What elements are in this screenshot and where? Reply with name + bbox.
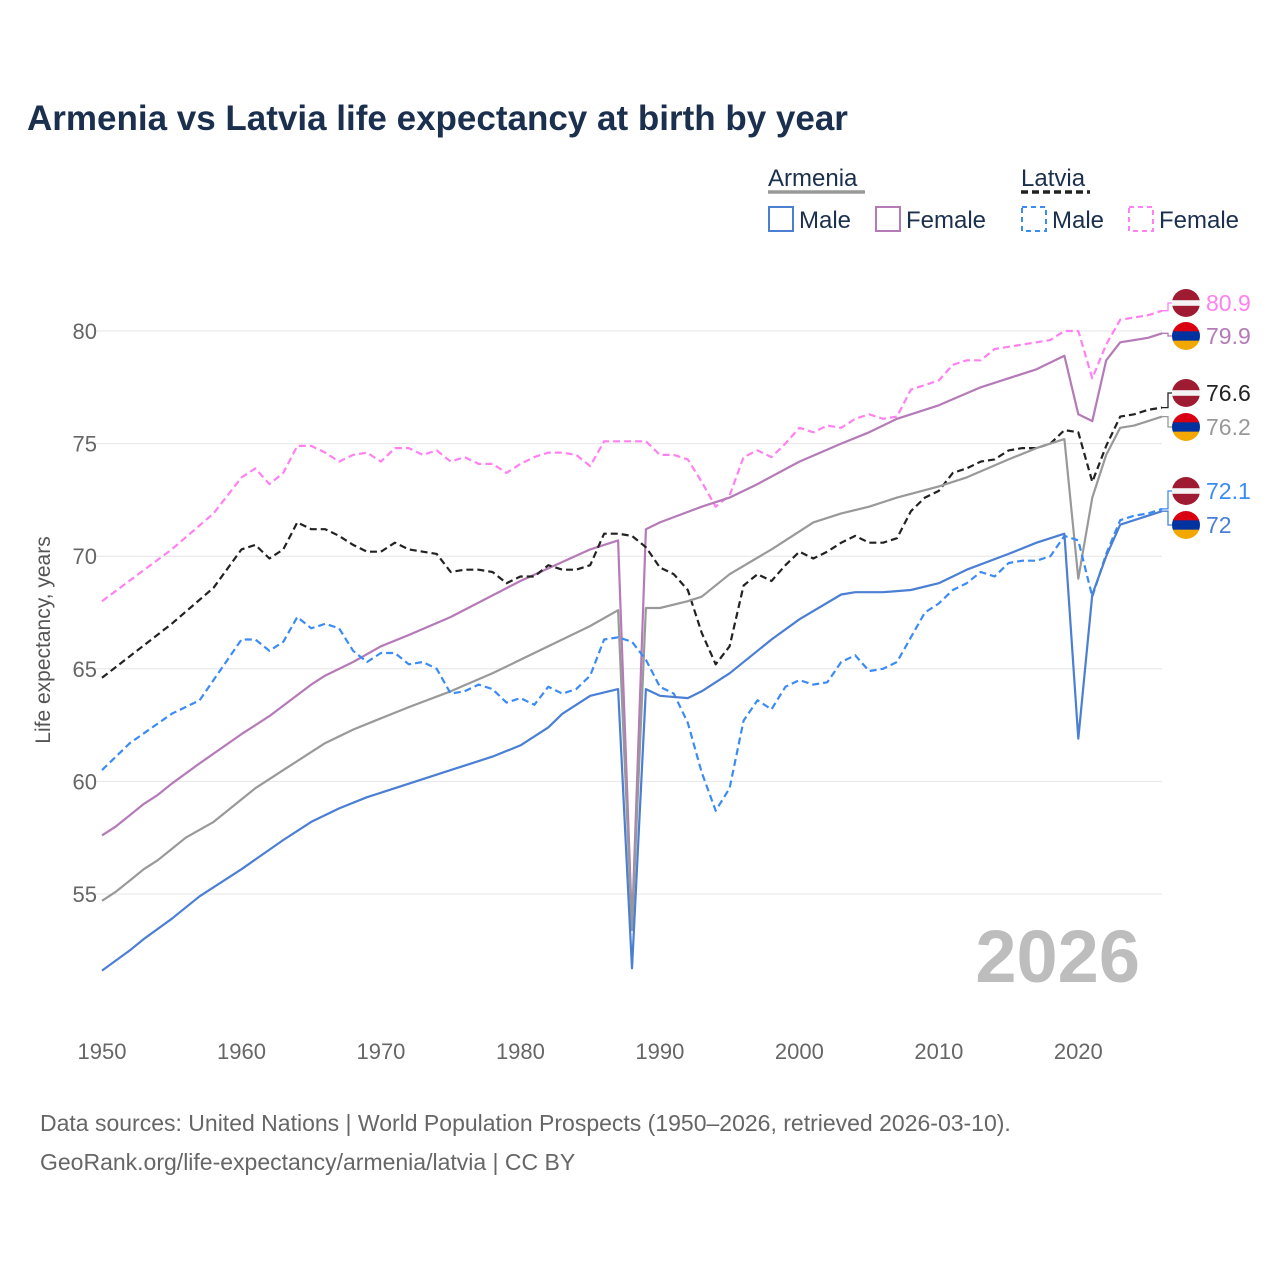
latvia-flag-icon [1172, 477, 1200, 505]
series-line-latvia-male [101, 507, 1163, 812]
label-connector [1162, 415, 1174, 428]
label-connector [1162, 302, 1174, 312]
flag-stripe [1172, 289, 1200, 301]
end-value-label: 72.1 [1206, 478, 1251, 504]
current-year-watermark: 2026 [975, 915, 1140, 998]
y-tick-label: 60 [73, 769, 97, 794]
y-tick-label: 65 [73, 657, 97, 682]
end-value-label: 79.9 [1206, 323, 1251, 349]
legend: Armenia Male Female Latvia Male Female [768, 165, 1239, 234]
label-connector [1162, 332, 1174, 337]
label-connector [1162, 392, 1174, 409]
x-tick-label: 1960 [217, 1039, 266, 1064]
armenia-flag-icon [1172, 413, 1200, 441]
legend-latvia-female-label[interactable]: Female [1159, 207, 1239, 234]
y-tick-label: 75 [73, 432, 97, 457]
legend-armenia-male-label[interactable]: Male [799, 207, 851, 234]
armenia-flag-icon [1172, 511, 1200, 539]
flag-stripe [1172, 520, 1200, 530]
flag-stripe [1172, 340, 1200, 350]
x-tick-label: 2000 [775, 1039, 824, 1064]
series-lines [101, 309, 1163, 972]
x-tick-label: 2010 [914, 1039, 963, 1064]
flag-stripe [1172, 305, 1200, 317]
series-line-latvia-total [101, 406, 1163, 679]
flag-stripe [1172, 529, 1200, 539]
flag-stripe [1172, 379, 1200, 391]
end-value-label: 76.6 [1206, 380, 1251, 406]
legend-armenia-female-swatch[interactable] [875, 206, 901, 232]
series-line-latvia-female [101, 309, 1163, 603]
flag-stripe [1172, 477, 1200, 489]
flag-stripe [1172, 390, 1200, 397]
end-value-label: 80.9 [1206, 290, 1251, 316]
x-tick-label: 1980 [496, 1039, 545, 1064]
footer-source: Data sources: United Nations | World Pop… [40, 1110, 1011, 1136]
x-tick-label: 2020 [1054, 1039, 1103, 1064]
legend-armenia-female-label[interactable]: Female [906, 207, 986, 234]
y-tick-label: 55 [73, 882, 97, 907]
series-line-armenia-total [101, 415, 1163, 932]
y-axis-ticks: 55 60 65 70 75 80 [73, 319, 97, 907]
legend-latvia-male-label[interactable]: Male [1052, 207, 1104, 234]
flag-stripe [1172, 431, 1200, 441]
legend-latvia-male-swatch[interactable] [1021, 206, 1047, 232]
flag-stripe [1172, 488, 1200, 495]
series-line-armenia-male [101, 510, 1163, 972]
end-value-label: 72 [1206, 512, 1232, 538]
flag-stripe [1172, 331, 1200, 341]
legend-country-latvia: Latvia [1021, 165, 1086, 192]
armenia-flag-icon [1172, 322, 1200, 350]
label-connector [1162, 490, 1174, 510]
end-value-label: 76.2 [1206, 414, 1251, 440]
latvia-flag-icon [1172, 289, 1200, 317]
flag-stripe [1172, 322, 1200, 332]
x-tick-label: 1970 [356, 1039, 405, 1064]
y-tick-label: 70 [73, 544, 97, 569]
flag-stripe [1172, 395, 1200, 407]
flag-stripe [1172, 493, 1200, 505]
end-labels: 80.9 79.9 76.6 76.2 72.1 72 [1162, 289, 1251, 539]
x-axis-ticks: 1950 1960 1970 1980 1990 2000 2010 2020 [78, 1039, 1103, 1064]
label-connector [1162, 510, 1174, 526]
latvia-flag-icon [1172, 379, 1200, 407]
legend-latvia-female-swatch[interactable] [1128, 206, 1154, 232]
flag-stripe [1172, 413, 1200, 423]
legend-country-armenia: Armenia [768, 165, 858, 192]
flag-stripe [1172, 422, 1200, 432]
series-line-armenia-female [101, 332, 1163, 927]
legend-armenia-male-swatch[interactable] [768, 206, 794, 232]
chart-title: Armenia vs Latvia life expectancy at bir… [27, 99, 848, 138]
flag-stripe [1172, 511, 1200, 521]
x-tick-label: 1950 [78, 1039, 127, 1064]
x-tick-label: 1990 [635, 1039, 684, 1064]
flag-stripe [1172, 300, 1200, 307]
y-tick-label: 80 [73, 319, 97, 344]
y-axis-label: Life expectancy, years [32, 536, 55, 743]
footer-link[interactable]: GeoRank.org/life-expectancy/armenia/latv… [40, 1149, 575, 1175]
